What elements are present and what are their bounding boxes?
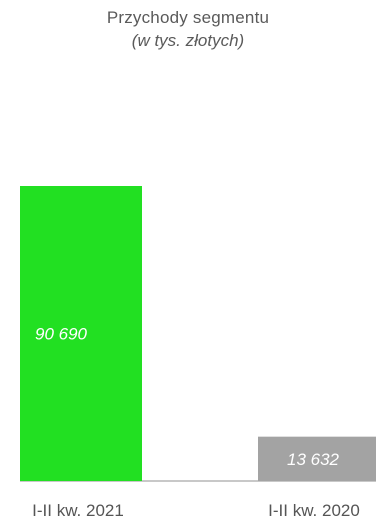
category-label-2: I-II kw. 2020: [268, 501, 360, 520]
chart-subtitle: (w tys. złotych): [131, 31, 245, 50]
bar-1: [20, 186, 142, 481]
category-label-1: I-II kw. 2021: [32, 501, 124, 520]
bar-2: [258, 436, 376, 481]
bar-value-label-1: 90 690: [35, 325, 88, 344]
chart-title: Przychody segmentu: [106, 8, 270, 27]
bar-value-label-2: 13 632: [287, 450, 340, 469]
